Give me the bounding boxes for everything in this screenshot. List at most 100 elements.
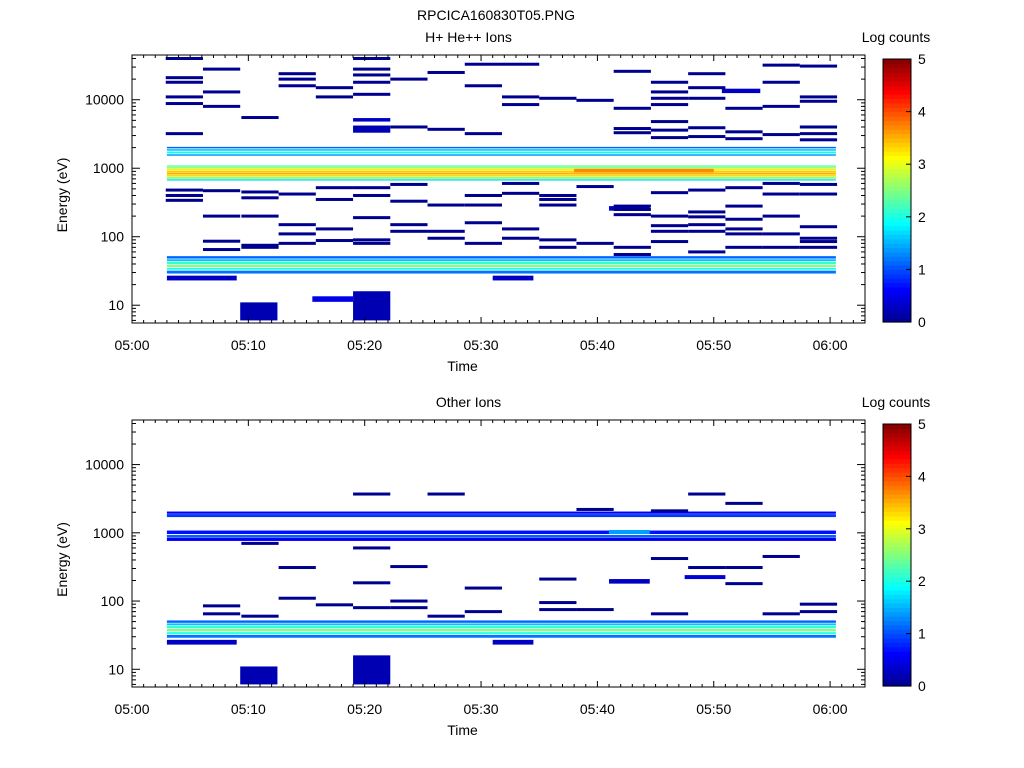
- spectrogram-line: [241, 190, 279, 194]
- x-tick-label: 05:00: [114, 701, 149, 717]
- spectrogram-line: [353, 193, 391, 197]
- spectrogram-line: [688, 229, 726, 233]
- spectrogram-line: [278, 232, 316, 236]
- colorbar-frame: [882, 423, 912, 687]
- y-tick-label: 10000: [85, 457, 124, 473]
- colorbar-segment: [883, 472, 911, 477]
- spectrogram-line: [278, 596, 316, 600]
- x-tick-label: 05:50: [696, 701, 731, 717]
- spectrogram-line: [539, 96, 577, 100]
- spectrogram-line: [650, 229, 689, 233]
- spectrogram-cell: [166, 634, 836, 638]
- spectrogram-line: [202, 90, 241, 94]
- colorbar-segment: [883, 585, 911, 591]
- spectrogram-cell: [166, 514, 836, 518]
- spectrogram-line: [315, 603, 354, 607]
- spectrogram-line: [353, 73, 391, 77]
- spectrogram-line: [241, 541, 279, 545]
- spectrogram-line: [353, 581, 391, 585]
- spectrogram-line: [278, 84, 316, 88]
- spectrogram-cell: [166, 256, 836, 259]
- spectrogram-line: [650, 224, 689, 228]
- colorbar-segment: [883, 256, 911, 262]
- spectrogram-line: [464, 586, 502, 590]
- spectrogram-line: [427, 127, 465, 131]
- colorbar-tick-label: 5: [918, 416, 926, 432]
- spectrogram-line: [688, 72, 726, 76]
- colorbar-segment: [883, 247, 911, 253]
- spectrogram-line: [501, 95, 540, 99]
- spectrogram-cell: [166, 623, 836, 626]
- spectrogram-cell: [166, 275, 237, 281]
- spectrogram-line: [688, 210, 726, 214]
- colorbar-segment: [883, 291, 911, 297]
- spectrogram-line: [725, 217, 763, 221]
- colorbar-segment: [883, 424, 911, 429]
- colorbar-segment: [883, 563, 911, 569]
- spectrogram-cell: [166, 174, 836, 177]
- spectrogram-cell: [166, 167, 836, 169]
- spectrogram-line: [165, 76, 203, 80]
- x-tick-label: 05:30: [464, 337, 499, 353]
- colorbar-segment: [883, 133, 911, 139]
- colorbar-segment: [883, 221, 911, 227]
- spectrogram-line: [353, 238, 391, 242]
- colorbar-segment: [883, 225, 911, 231]
- colorbar-segment: [883, 208, 911, 214]
- colorbar-segment: [883, 493, 911, 499]
- spectrogram-line: [650, 96, 689, 100]
- spectrogram-line: [650, 103, 689, 107]
- spectrogram-line: [202, 104, 241, 108]
- colorbar: 0 1 2 3 4 5 Log counts: [862, 394, 931, 694]
- spectrogram-line: [799, 245, 838, 249]
- colorbar-segment: [883, 428, 911, 434]
- colorbar-segment: [883, 115, 911, 121]
- spectrogram-line: [353, 92, 391, 96]
- spectrogram-line: [202, 189, 241, 193]
- colorbar-segment: [883, 616, 911, 622]
- spectrogram-line: [278, 192, 316, 196]
- spectrogram-line: [315, 239, 354, 243]
- spectrogram-line: [650, 90, 689, 94]
- colorbar-segment: [883, 243, 911, 249]
- colorbar-segment: [883, 137, 911, 143]
- spectrogram-line: [202, 214, 241, 218]
- panel-1: 05:00 05:10 05:20 05:30 05:40 05:50 06:0010100…: [54, 29, 930, 374]
- spectrogram-line: [613, 131, 651, 135]
- colorbar-segment: [883, 234, 911, 240]
- spectrogram-line: [353, 216, 391, 220]
- spectrogram-line: [650, 191, 689, 195]
- spectrogram-line: [613, 204, 651, 208]
- colorbar-segment: [883, 216, 911, 222]
- colorbar-segment: [883, 603, 911, 608]
- spectrogram-cell: [492, 639, 534, 645]
- colorbar-segment: [883, 238, 911, 244]
- spectrogram-line: [501, 236, 540, 240]
- colorbar-tick-label: 2: [918, 573, 926, 589]
- colorbar-segment: [883, 485, 911, 491]
- spectrogram-line: [390, 199, 428, 203]
- spectrogram-line: [762, 80, 800, 84]
- spectrogram-line: [650, 557, 689, 561]
- spectrogram-line: [613, 69, 651, 73]
- spectrogram-line: [762, 232, 800, 236]
- spectrogram-cell: [721, 88, 761, 94]
- spectrogram-cell: [166, 530, 836, 535]
- spectrogram-line: [241, 614, 279, 618]
- spectrogram-line: [353, 57, 391, 61]
- spectrogram-cell: [492, 275, 534, 281]
- spectrogram-line: [799, 64, 838, 68]
- colorbar-segment: [883, 629, 911, 635]
- spectrogram-line: [762, 181, 800, 185]
- y-axis-label: Energy (eV): [54, 158, 70, 233]
- spectrogram-cell: [166, 154, 836, 156]
- spectrogram-line: [688, 188, 726, 192]
- spectrogram-line: [539, 577, 577, 581]
- colorbar-tick-label: 3: [918, 521, 926, 537]
- colorbar-segment: [883, 581, 911, 587]
- spectrogram-cell: [166, 628, 836, 632]
- colorbar-segment: [883, 467, 911, 473]
- spectrogram-line: [464, 132, 502, 136]
- spectrogram-line: [762, 133, 800, 137]
- colorbar-segment: [883, 506, 911, 512]
